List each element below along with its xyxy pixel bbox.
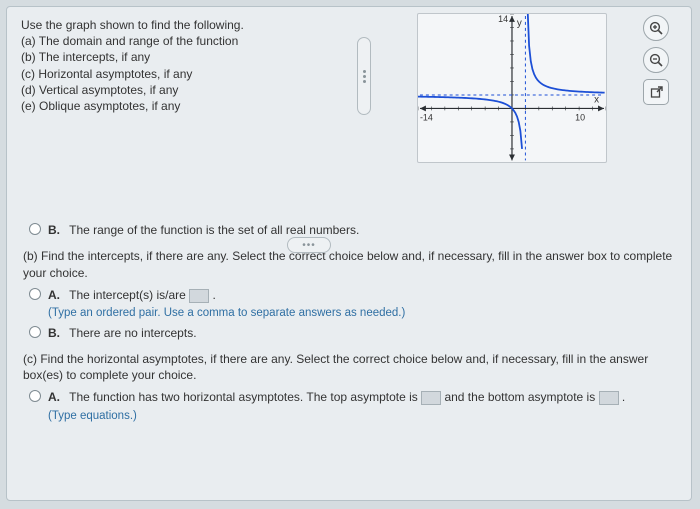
option-label: A. The intercept(s) is/are . — [48, 287, 216, 303]
part-b-option-b[interactable]: B. There are no intercepts. — [29, 325, 677, 341]
part-a: (a) The domain and range of the function — [21, 33, 331, 49]
answer-input[interactable] — [189, 289, 209, 303]
svg-text:14: 14 — [498, 14, 508, 24]
zoom-out-button[interactable] — [643, 47, 669, 73]
radio-icon — [29, 390, 41, 402]
range-option-b[interactable]: B. The range of the function is the set … — [29, 222, 677, 238]
option-hint: (Type an ordered pair. Use a comma to se… — [48, 307, 677, 319]
part-b: (b) The intercepts, if any — [21, 49, 331, 65]
zoom-in-button[interactable] — [643, 15, 669, 41]
option-text-1: The function has two horizontal asymptot… — [69, 390, 418, 404]
radio-icon — [29, 326, 41, 338]
svg-text:10: 10 — [575, 112, 585, 122]
option-letter: A. — [48, 390, 60, 404]
zoom-out-icon — [649, 53, 664, 68]
answer-input[interactable] — [599, 391, 619, 405]
function-graph: -14 10 14 x y — [417, 13, 607, 163]
answers-section: B. The range of the function is the set … — [21, 222, 677, 422]
option-text: There are no intercepts. — [69, 326, 196, 340]
scroll-widget[interactable] — [357, 37, 371, 115]
question-panel: Use the graph shown to find the followin… — [6, 6, 692, 501]
graph-tools — [643, 15, 669, 105]
zoom-in-icon — [649, 21, 664, 36]
part-c: (c) Horizontal asymptotes, if any — [21, 66, 331, 82]
part-c-stem: (c) Find the horizontal asymptotes, if t… — [23, 351, 675, 383]
option-label: A. The function has two horizontal asymp… — [48, 389, 625, 405]
radio-icon — [29, 288, 41, 300]
option-text-2: and the bottom asymptote is — [444, 390, 595, 404]
option-label: B. The range of the function is the set … — [48, 222, 359, 238]
part-d: (d) Vertical asymptotes, if any — [21, 82, 331, 98]
option-text: The intercept(s) is/are — [69, 288, 186, 302]
part-c-option-a[interactable]: A. The function has two horizontal asymp… — [29, 389, 677, 405]
option-letter: B. — [48, 326, 60, 340]
part-b-stem: (b) Find the intercepts, if there are an… — [23, 248, 675, 280]
intro-text: Use the graph shown to find the followin… — [21, 17, 331, 33]
option-letter: A. — [48, 288, 60, 302]
answer-input[interactable] — [421, 391, 441, 405]
svg-text:-14: -14 — [420, 112, 433, 122]
svg-text:x: x — [594, 95, 599, 106]
option-hint: (Type equations.) — [48, 410, 677, 422]
radio-icon — [29, 223, 41, 235]
part-b-option-a[interactable]: A. The intercept(s) is/are . — [29, 287, 677, 303]
option-label: B. There are no intercepts. — [48, 325, 197, 341]
expand-button[interactable]: ••• — [287, 237, 331, 253]
svg-text:y: y — [517, 18, 522, 29]
option-text: The range of the function is the set of … — [69, 223, 359, 237]
part-e: (e) Oblique asymptotes, if any — [21, 98, 331, 114]
popout-icon — [650, 86, 663, 99]
graph-svg: -14 10 14 x y — [418, 14, 606, 162]
problem-header: Use the graph shown to find the followin… — [21, 17, 331, 114]
popout-button[interactable] — [643, 79, 669, 105]
option-letter: B. — [48, 223, 60, 237]
